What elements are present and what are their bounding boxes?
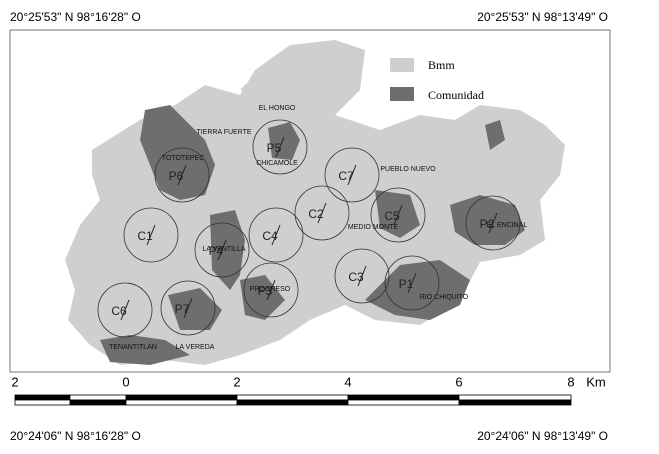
- community-area: [100, 105, 525, 365]
- scale-tick-label: 0: [122, 374, 129, 389]
- legend-swatch: [390, 87, 414, 101]
- legend-label: Bmm: [428, 58, 455, 72]
- transect: [393, 204, 403, 226]
- plot-label: P6: [169, 169, 184, 183]
- scale-segment: [125, 394, 238, 401]
- plot-circle: [384, 255, 440, 311]
- place-label: PROGRESO: [250, 286, 291, 293]
- plot-circle: [248, 207, 304, 263]
- coord-bottom-right: 20°24'06" N 98°13'49" O: [477, 429, 608, 443]
- place-label: TOTOTEPEC: [162, 155, 205, 162]
- place-labels: EL HONGO TIERRA FUERTE TOTOTEPEC CHICAMOLE P…: [109, 105, 527, 351]
- plot-circle: [154, 147, 210, 203]
- coord-top-left: 20°25'53" N 98°16'28" O: [10, 10, 141, 24]
- plot-circle: [194, 222, 250, 278]
- plot-circle: [324, 147, 380, 203]
- map-frame: [9, 29, 611, 373]
- scale-tick-label: 6: [455, 374, 462, 389]
- plot-circle: [97, 282, 153, 338]
- plot-label: P2: [480, 217, 495, 231]
- place-label: CHICAMOLE: [256, 160, 298, 167]
- transect: [347, 164, 357, 186]
- scale-tick-label: 8: [567, 374, 574, 389]
- plot-label: P7: [175, 302, 190, 316]
- place-label: TENANTITLAN: [109, 344, 157, 351]
- plot-circle: [465, 195, 521, 251]
- plot-label: P4: [209, 244, 224, 258]
- sampling-plots: C1 P6 P5 C7 C2 C5 P2 P4 C4 P3 C3 P1 P7 C6: [97, 119, 521, 338]
- plot-label: C7: [338, 169, 354, 183]
- place-label: LA VEREDA: [176, 344, 215, 351]
- transect: [271, 224, 281, 246]
- plot-circle: [160, 280, 216, 336]
- transect: [317, 202, 327, 224]
- place-label: PUEBLO NUEVO: [380, 166, 436, 173]
- scale-segment: [69, 399, 127, 406]
- scale-segment: [347, 394, 460, 401]
- scale-bar: 2 0 2 4 6 8 Km: [11, 374, 606, 406]
- legend-swatch: [390, 58, 414, 72]
- transect: [146, 224, 156, 246]
- transect: [275, 136, 285, 158]
- transect: [217, 239, 227, 261]
- plot-label: C1: [137, 229, 153, 243]
- plot-label: P1: [399, 277, 414, 291]
- plot-label: P5: [267, 141, 282, 155]
- place-label: RIO CHIQUITO: [420, 294, 469, 301]
- plot-label: C4: [262, 229, 278, 243]
- coord-bottom-left: 20°24'06" N 98°16'28" O: [10, 429, 141, 443]
- transect: [177, 164, 187, 186]
- transect: [120, 299, 130, 321]
- legend: Bmm Comunidad: [390, 58, 484, 102]
- place-label: TIERRA FUERTE: [196, 129, 251, 136]
- place-label: EL HONGO: [259, 105, 296, 112]
- plot-circle: [294, 185, 350, 241]
- plot-circle: [334, 248, 390, 304]
- plot-label: C6: [111, 304, 127, 318]
- plot-label: C2: [308, 207, 324, 221]
- scale-segment: [14, 399, 71, 406]
- plot-circle: [252, 119, 308, 175]
- scale-segment: [125, 399, 238, 406]
- coord-top-right: 20°25'53" N 98°13'49" O: [477, 10, 608, 24]
- place-label: EL ENCINAL: [487, 222, 528, 229]
- place-label: MEDIO MONTE: [348, 224, 398, 231]
- plot-circle: [243, 262, 299, 318]
- scale-tick-label: 2: [11, 374, 18, 389]
- scale-segment: [236, 394, 349, 401]
- scale-unit: Km: [586, 374, 606, 389]
- plot-label: C5: [384, 209, 400, 223]
- scale-segment: [458, 394, 572, 401]
- plot-label: P3: [258, 284, 273, 298]
- plot-label: C3: [348, 270, 364, 284]
- transect: [183, 297, 193, 319]
- scale-segment: [69, 394, 127, 401]
- transect: [407, 272, 417, 294]
- scale-segment: [347, 399, 460, 406]
- transect: [357, 265, 367, 287]
- scale-tick-label: 2: [233, 374, 240, 389]
- transect: [488, 212, 498, 234]
- legend-label: Comunidad: [428, 88, 484, 102]
- plot-circle: [370, 187, 426, 243]
- place-label: LA VENTILLA: [202, 246, 246, 253]
- scale-tick-label: 4: [344, 374, 351, 389]
- scale-segment: [458, 399, 572, 406]
- scale-segment: [14, 394, 71, 401]
- plot-circle: [123, 207, 179, 263]
- transect: [266, 279, 276, 301]
- scale-segment: [236, 399, 349, 406]
